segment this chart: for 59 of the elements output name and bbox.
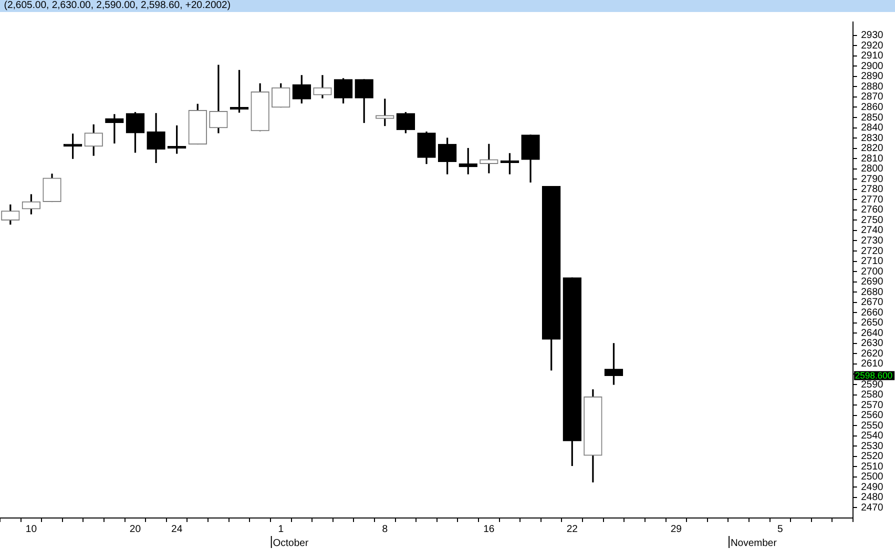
y-tick-label: 2770 bbox=[861, 194, 884, 206]
y-tick-label: 2750 bbox=[861, 214, 884, 226]
y-tick-label: 2580 bbox=[861, 390, 884, 401]
y-tick-label: 2530 bbox=[861, 440, 884, 452]
y-tick-label: 2930 bbox=[861, 30, 884, 42]
y-tick-label: 2860 bbox=[861, 102, 884, 113]
y-tick-label: 2540 bbox=[861, 430, 884, 442]
y-tick-label: 2640 bbox=[861, 328, 884, 339]
y-tick-label: 2730 bbox=[861, 235, 884, 246]
y-tick-label: 2870 bbox=[861, 92, 884, 103]
text: November bbox=[730, 538, 778, 549]
y-tick-label: 2620 bbox=[861, 348, 884, 360]
x-tick-label: 16 bbox=[483, 524, 495, 535]
x-tick-label: 24 bbox=[171, 524, 183, 535]
y-tick-label: 2760 bbox=[861, 204, 884, 216]
y-tick-label: 2560 bbox=[861, 410, 884, 422]
y-tick-label: 2900 bbox=[861, 60, 884, 72]
y-tick-label: 2470 bbox=[861, 502, 884, 514]
y-tick-label: 2710 bbox=[861, 256, 884, 268]
y-tick-label: 2890 bbox=[861, 71, 884, 82]
y-tick-label: 2850 bbox=[861, 112, 884, 124]
y-tick-label: 2830 bbox=[861, 132, 884, 144]
y-tick-label: 2590 bbox=[861, 379, 884, 390]
x-tick-label: 22 bbox=[566, 524, 578, 535]
y-tick-label: 2680 bbox=[861, 286, 884, 298]
y-tick-label: 2550 bbox=[861, 420, 884, 432]
y-tick-label: 2690 bbox=[861, 276, 884, 288]
x-tick-label: 10 bbox=[26, 524, 38, 535]
x-tick-label: 5 bbox=[777, 524, 784, 535]
text: October bbox=[272, 538, 310, 549]
y-tick-label: 2630 bbox=[861, 338, 884, 350]
y-tick-label: 2670 bbox=[861, 297, 884, 308]
y-tick-label: 2700 bbox=[861, 266, 884, 278]
x-tick-label: 29 bbox=[670, 524, 682, 535]
y-tick-label: 2810 bbox=[861, 153, 884, 164]
y-tick-label: 2610 bbox=[861, 358, 884, 370]
y-tick-label: 2650 bbox=[861, 318, 884, 329]
y-tick-label: 2490 bbox=[861, 482, 884, 493]
y-tick-label: 2570 bbox=[861, 400, 884, 411]
y-tick-label: 2740 bbox=[861, 225, 884, 236]
y-tick-label: 2840 bbox=[861, 122, 884, 134]
y-tick-label: 2880 bbox=[861, 81, 884, 92]
y-tick-label: 2520 bbox=[861, 451, 884, 462]
chart-title: (2,605.00, 2,630.00, 2,590.00, 2,598.60, +20.2002) bbox=[0, 0, 895, 12]
x-tick-label: 20 bbox=[130, 524, 142, 535]
y-tick-label: 2820 bbox=[861, 143, 884, 154]
x-tick-label: 1 bbox=[278, 524, 284, 535]
y-tick-label: 2480 bbox=[861, 492, 884, 504]
y-tick-label: 2660 bbox=[861, 307, 884, 318]
y-tick-label: 2500 bbox=[861, 472, 884, 483]
y-tick-label: 2510 bbox=[861, 461, 884, 472]
x-tick-label: 8 bbox=[382, 524, 388, 535]
y-tick-label: 2920 bbox=[861, 40, 884, 52]
y-tick-label: 2780 bbox=[861, 184, 884, 196]
y-tick-label: 2800 bbox=[861, 164, 884, 175]
y-tick-label: 2910 bbox=[861, 50, 884, 62]
y-tick-label: 2720 bbox=[861, 246, 884, 257]
y-tick-label: 2790 bbox=[861, 174, 884, 185]
text: 2598.600 bbox=[855, 370, 893, 381]
